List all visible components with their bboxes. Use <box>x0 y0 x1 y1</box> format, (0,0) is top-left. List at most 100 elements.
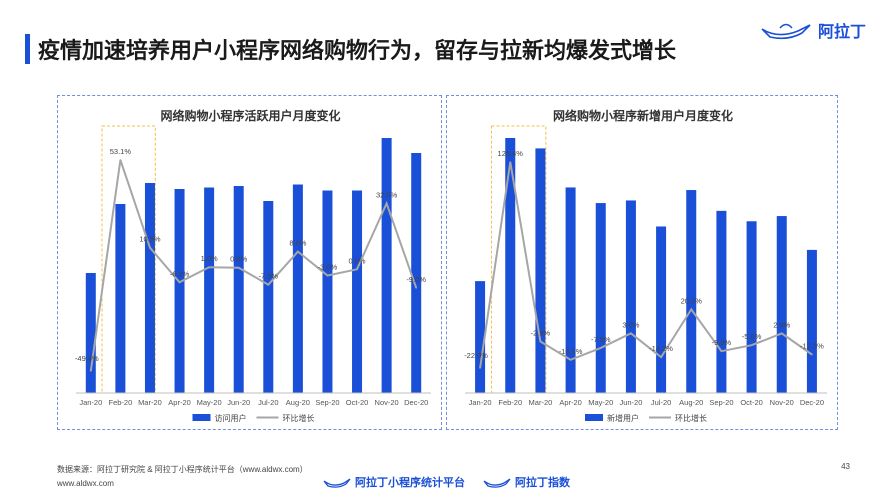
footer-brand-index-label: 阿拉丁指数 <box>515 477 570 489</box>
x-tick-label: Dec-20 <box>800 398 824 407</box>
growth-point <box>237 266 240 269</box>
footer-url: www.aldwx.com <box>57 479 114 488</box>
x-tick-label: Jan-20 <box>79 398 102 407</box>
growth-point <box>750 344 753 347</box>
data-label: 1.0% <box>201 254 218 263</box>
highlight-box <box>491 125 547 394</box>
x-tick-label: Dec-20 <box>404 398 428 407</box>
page-title: 疫情加速培养用户小程序网络购物行为，留存与拉新均爆发式增长 <box>38 38 677 63</box>
footer-brand-index: 阿拉丁指数 <box>482 474 570 490</box>
x-tick-label: May-20 <box>588 398 613 407</box>
growth-point <box>149 246 151 249</box>
bar <box>535 148 546 393</box>
data-label: -6.3% <box>170 269 190 278</box>
x-tick-label: Jun-20 <box>619 398 642 407</box>
bar <box>322 190 333 393</box>
data-label: 20.2% <box>681 296 703 305</box>
growth-point <box>780 332 783 335</box>
x-tick-label: Oct-20 <box>740 398 763 407</box>
growth-line <box>479 161 813 369</box>
legend-label: 访问用户 <box>215 413 247 423</box>
data-label: 53.1% <box>110 147 132 156</box>
data-label: -22.0% <box>464 351 488 360</box>
bar <box>746 221 757 393</box>
growth-point <box>569 359 572 361</box>
bar <box>263 201 274 393</box>
bar <box>806 249 817 393</box>
growth-line <box>89 159 418 372</box>
chart-panel-new-users: 网络购物小程序新增用户月度变化 Jan-20 Feb-20 Mar-20 Apr-20 M… <box>446 95 838 430</box>
chart-panel-active-users: 网络购物小程序活跃用户月度变化 Jan-20 Feb-20 Mar-20 Apr-20 M… <box>57 95 442 430</box>
x-tick-label: Jul-20 <box>258 398 278 407</box>
growth-point <box>178 281 181 284</box>
bar <box>686 190 697 393</box>
growth-point <box>326 274 329 277</box>
data-label: -3.0% <box>318 262 338 271</box>
chart-new-users: 网络购物小程序新增用户月度变化 Jan-20 Feb-20 Mar-20 Apr-20 M… <box>464 108 827 423</box>
legend-label: 新增用户 <box>607 413 639 423</box>
legend-label: 环比增长 <box>283 413 315 423</box>
data-label: -12.3% <box>800 342 824 351</box>
growth-point <box>415 287 418 289</box>
growth-point <box>297 250 299 253</box>
bar <box>85 273 96 393</box>
data-label: 8.6% <box>289 239 306 248</box>
x-tick-label: Oct-20 <box>346 398 369 407</box>
data-label: 0.8% <box>230 255 247 264</box>
x-tick-label: Jan-20 <box>469 398 492 407</box>
lamp-icon <box>483 478 511 488</box>
growth-point <box>599 347 602 349</box>
growth-point <box>119 159 122 161</box>
bar <box>595 203 606 393</box>
x-tick-label: Feb-20 <box>108 398 132 407</box>
x-tick-label: Jul-20 <box>651 398 671 407</box>
brand-logo: 阿拉丁 <box>758 18 866 42</box>
bar <box>115 204 126 393</box>
data-label: 3.0% <box>622 320 639 329</box>
growth-point <box>89 370 92 372</box>
data-label: 0.0% <box>348 256 365 265</box>
data-label: -16.1% <box>559 347 583 356</box>
bar <box>174 189 185 393</box>
x-tick-label: Sep-20 <box>709 398 733 407</box>
data-label: -14.2% <box>649 344 673 353</box>
data-source-note: 数据来源：阿拉丁研究院 & 阿拉丁小程序统计平台（www.aldwx.com） <box>57 465 308 474</box>
chart-active-users: 网络购物小程序活跃用户月度变化 Jan-20 Feb-20 Mar-20 Apr-20 M… <box>75 108 431 423</box>
growth-point <box>630 332 632 335</box>
data-label: 32.0% <box>376 190 398 199</box>
chart-title: 网络购物小程序活跃用户月度变化 <box>160 108 340 123</box>
data-label: 10.5% <box>139 235 161 244</box>
x-tick-label: Apr-20 <box>168 398 191 407</box>
data-label: -5.6% <box>742 332 762 341</box>
growth-point <box>267 283 270 286</box>
bar <box>565 187 576 393</box>
x-tick-label: Sep-20 <box>315 398 339 407</box>
title-accent-bar <box>25 34 30 64</box>
growth-point <box>208 266 210 269</box>
growth-point <box>385 202 388 205</box>
data-label: -49.4% <box>75 354 99 363</box>
growth-point <box>811 353 813 356</box>
legend-swatch-bar <box>585 414 603 421</box>
growth-point <box>720 350 723 353</box>
growth-point <box>660 356 662 358</box>
bar <box>411 153 422 393</box>
chart-title: 网络购物小程序新增用户月度变化 <box>553 108 733 123</box>
x-tick-label: Nov-20 <box>770 398 794 407</box>
bar <box>475 281 486 393</box>
bar <box>776 216 787 393</box>
data-label: -9.9% <box>712 338 732 347</box>
data-label: -7.5% <box>591 335 611 344</box>
footer-brand-platform-label: 阿拉丁小程序统计平台 <box>355 477 465 489</box>
lamp-icon <box>761 23 811 40</box>
brand-name: 阿拉丁 <box>817 24 866 41</box>
bar <box>381 138 392 393</box>
footer-brand-platform: 阿拉丁小程序统计平台 <box>322 474 465 490</box>
page-number: 43 <box>841 462 850 471</box>
bar <box>716 210 727 393</box>
x-tick-label: Jun-20 <box>227 398 250 407</box>
x-tick-label: Aug-20 <box>286 398 310 407</box>
bar <box>625 200 636 393</box>
bar <box>233 186 244 393</box>
lamp-icon <box>323 478 351 488</box>
